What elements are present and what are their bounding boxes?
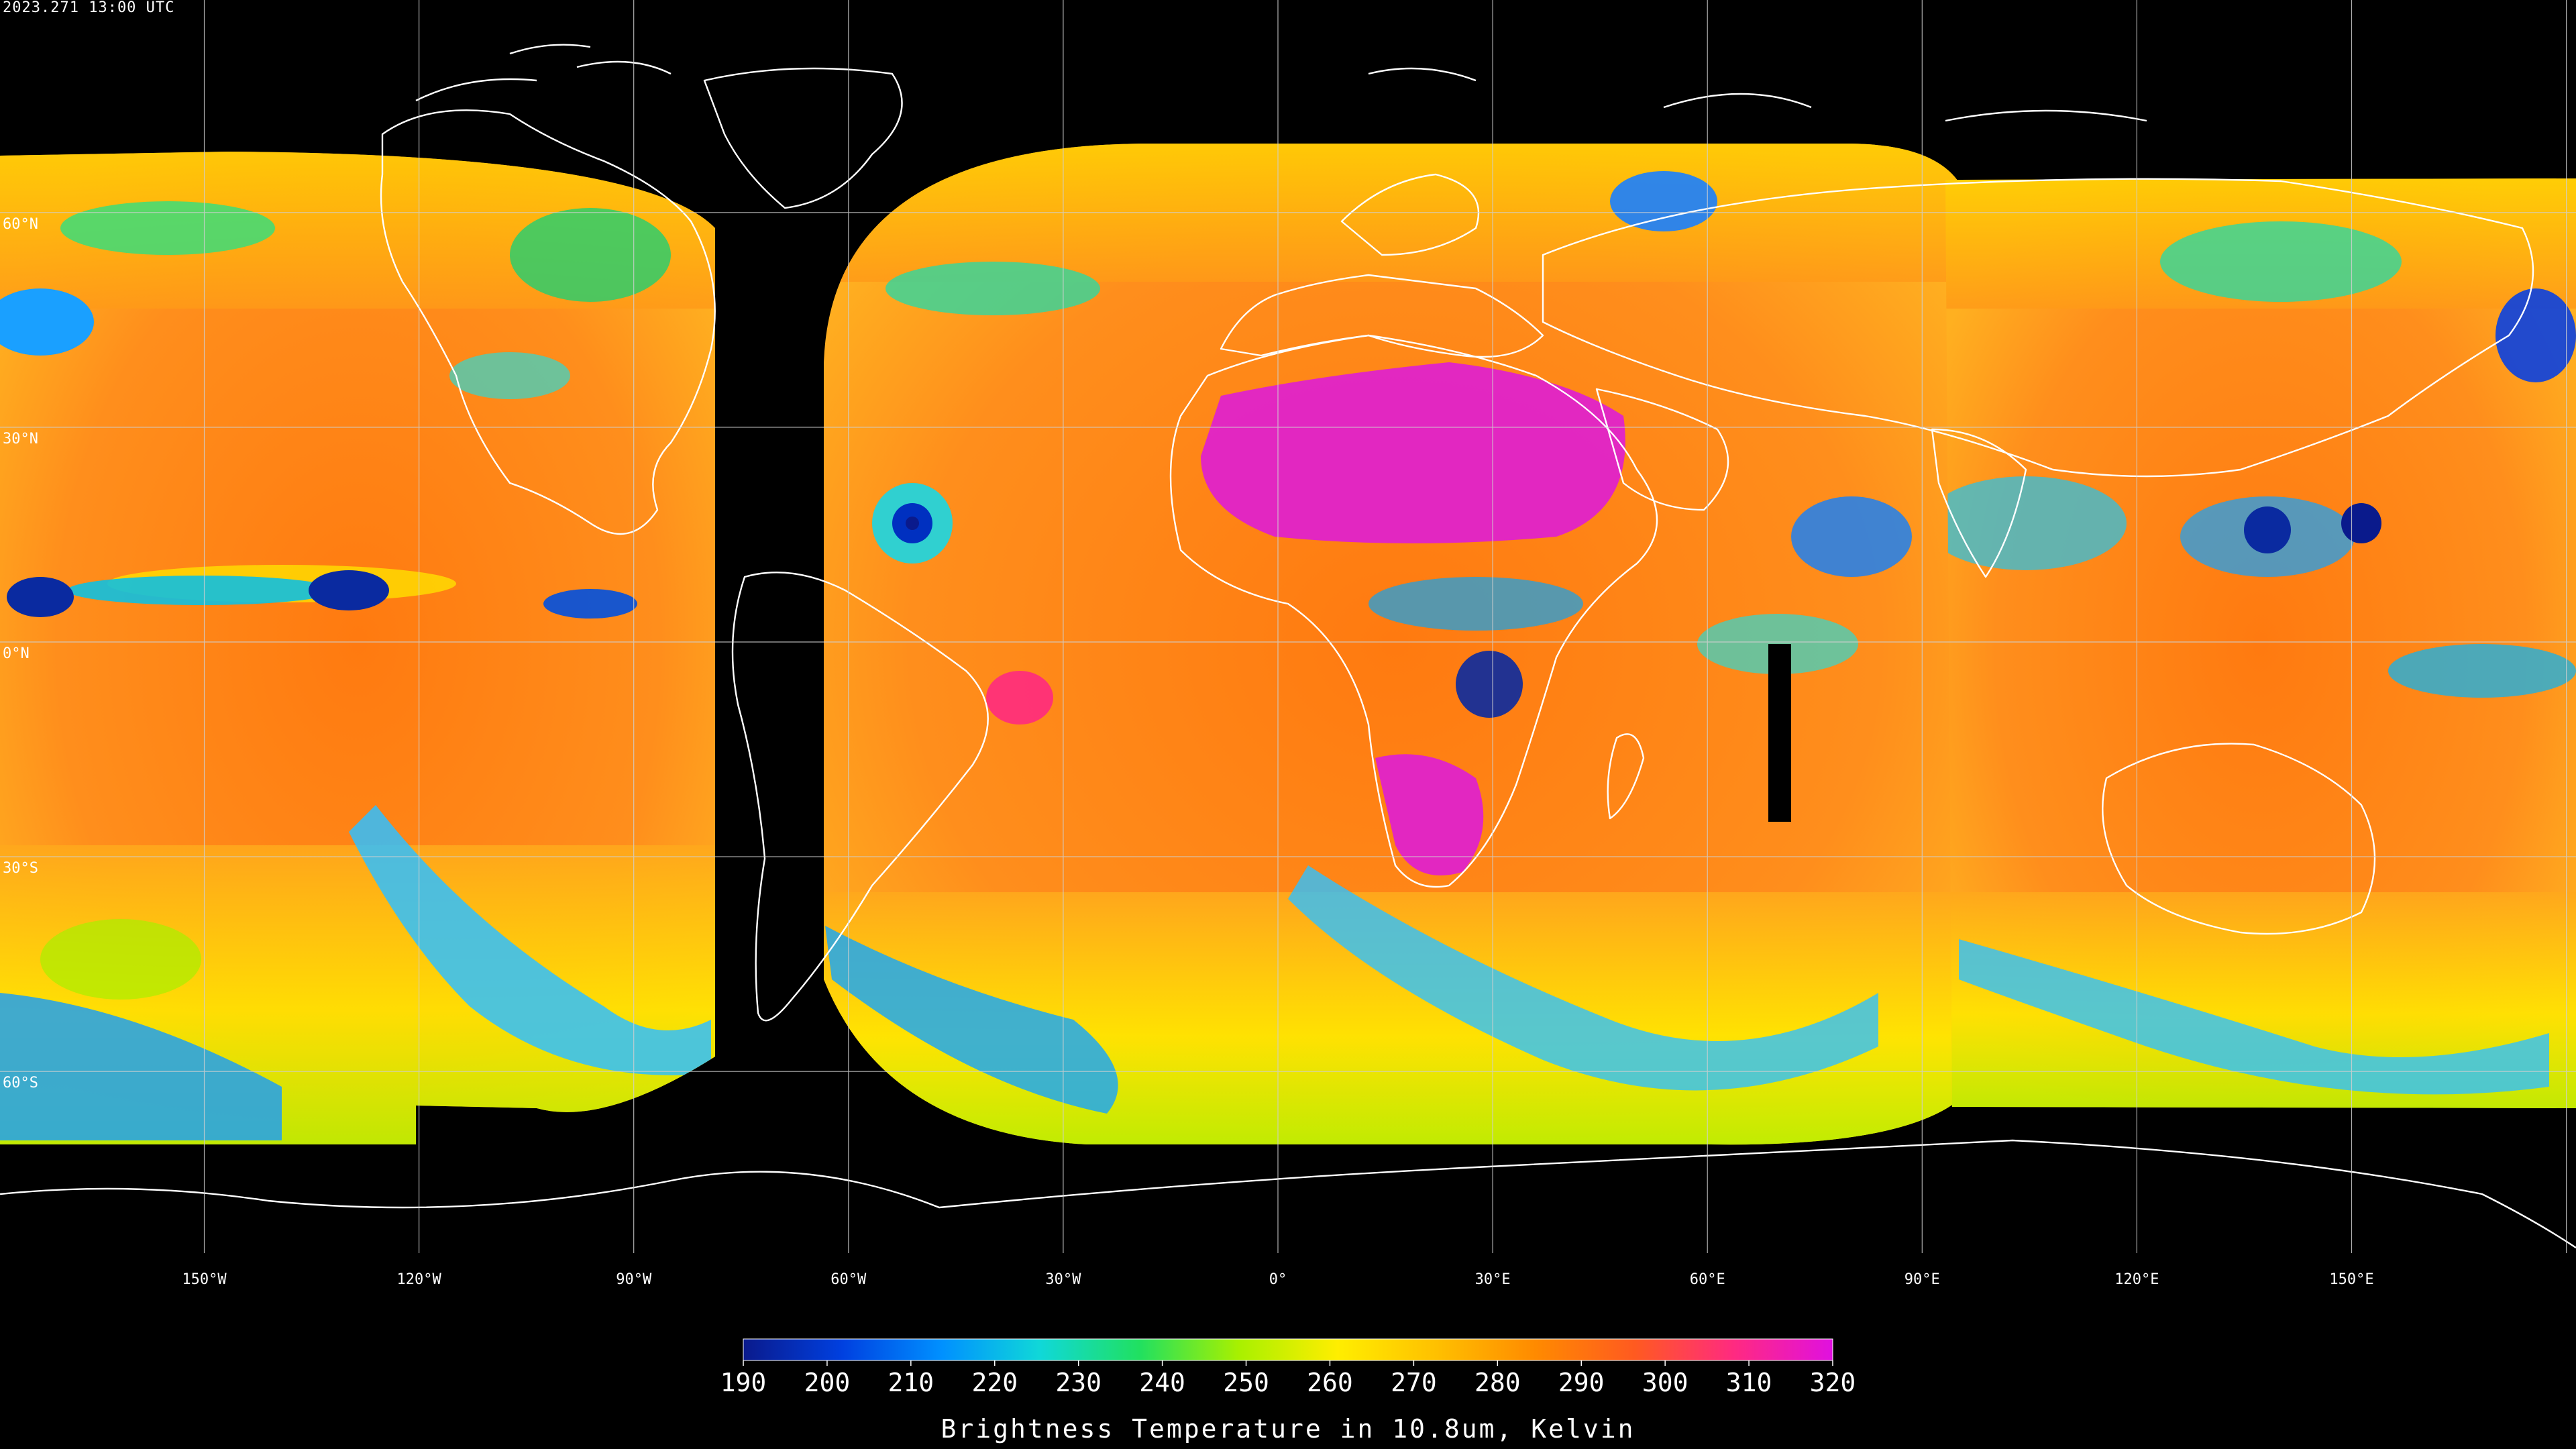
colorbar-tick-label: 200 [804, 1368, 851, 1397]
colorbar: 190 200 210 220 230 240 250 260 270 280 290 300 310 3… [720, 1338, 1856, 1397]
colorbar-tick-label: 260 [1307, 1368, 1353, 1397]
colorbar-tick-label: 300 [1642, 1368, 1688, 1397]
coastlines [0, 44, 2576, 1248]
longitude-label: 90°E [1904, 1271, 1940, 1288]
center-satellite-disk [824, 144, 1966, 1145]
colorbar-tick-label: 220 [971, 1368, 1018, 1397]
colorbar-tick-label: 210 [888, 1368, 934, 1397]
colorbar-tick-label: 290 [1558, 1368, 1605, 1397]
east-satellite-disk [1945, 178, 2576, 1108]
colorbar-tick-label: 320 [1810, 1368, 1856, 1397]
colorbar-tick-label: 270 [1391, 1368, 1437, 1397]
colorbar-gradient [743, 1338, 1833, 1361]
graticule [0, 0, 2576, 1253]
colorbar-ticks: 190 200 210 220 230 240 250 260 270 280 290 300 310 3… [720, 1360, 1856, 1397]
longitude-label: 150°E [2329, 1271, 2373, 1288]
latitude-label: 0°N [3, 645, 30, 662]
longitude-label: 0° [1269, 1271, 1287, 1288]
colorbar-tick-label: 250 [1223, 1368, 1269, 1397]
longitude-label: 90°W [616, 1271, 652, 1288]
latitude-label: 60°S [3, 1075, 38, 1091]
longitude-label: 150°W [182, 1271, 227, 1288]
longitude-label: 120°E [2114, 1271, 2159, 1288]
longitude-label: 30°W [1045, 1271, 1081, 1288]
latitude-labels: 60°N 30°N 0°N 30°S 60°S [3, 216, 38, 1091]
latitude-label: 60°N [3, 216, 38, 233]
latitude-label: 30°S [3, 860, 38, 877]
colorbar-tick-label: 280 [1474, 1368, 1521, 1397]
colorbar-tick-label: 190 [720, 1368, 767, 1397]
colorbar-title: Brightness Temperature in 10.8um, Kelvin [941, 1414, 1635, 1444]
colorbar-tick-label: 310 [1726, 1368, 1772, 1397]
colorbar-tick-label: 230 [1055, 1368, 1102, 1397]
longitude-label: 60°E [1690, 1271, 1725, 1288]
timestamp-label: 2023.271 13:00 UTC [3, 0, 175, 16]
longitude-labels: 150°W 120°W 90°W 60°W 30°W 0° 30°E 60°E 90°E 120°… [182, 1271, 2373, 1288]
longitude-label: 60°W [830, 1271, 867, 1288]
colorbar-tick-label: 240 [1139, 1368, 1185, 1397]
longitude-label: 30°E [1475, 1271, 1511, 1288]
west-satellite-disk [0, 152, 715, 1144]
longitude-label: 120°W [396, 1271, 441, 1288]
latitude-label: 30°N [3, 431, 38, 447]
